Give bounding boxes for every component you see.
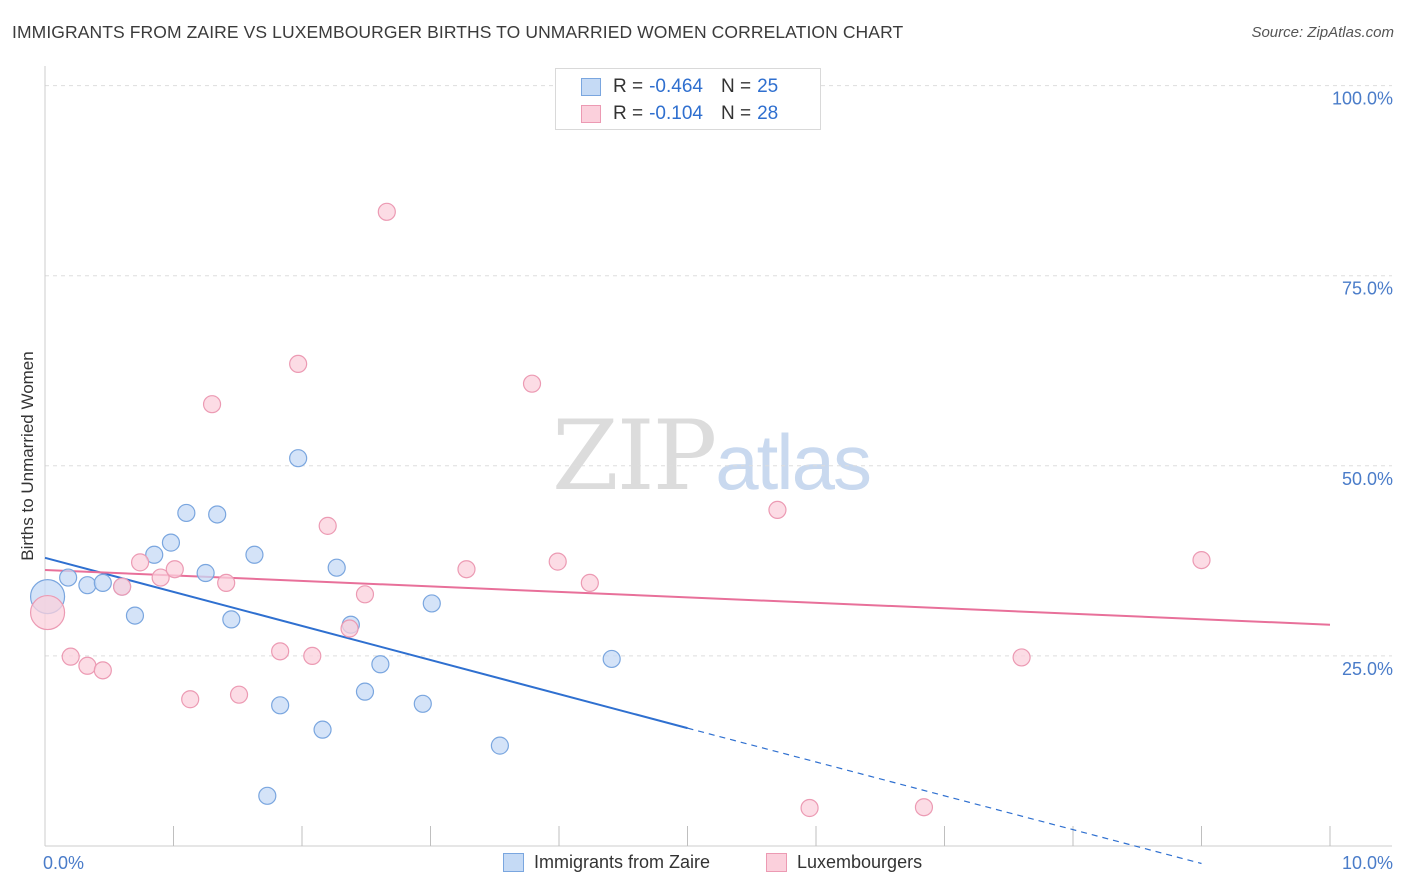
point-zaire bbox=[422, 594, 441, 613]
point-luxembourgers bbox=[768, 500, 787, 520]
data-points bbox=[29, 202, 1211, 818]
point-zaire bbox=[490, 736, 509, 755]
point-luxembourgers bbox=[181, 690, 200, 709]
watermark: ZIPatlas bbox=[552, 400, 872, 512]
legend-r-value: -0.104 bbox=[649, 103, 703, 124]
point-zaire bbox=[78, 576, 97, 595]
point-luxembourgers bbox=[355, 585, 375, 604]
point-luxembourgers bbox=[548, 552, 567, 571]
legend-n-value: 25 bbox=[757, 76, 779, 97]
point-zaire bbox=[245, 545, 264, 564]
point-zaire bbox=[602, 649, 621, 669]
legend-r-label: R = bbox=[613, 76, 644, 97]
legend-label-zaire: Immigrants from Zaire bbox=[534, 852, 711, 872]
point-luxembourgers bbox=[522, 374, 542, 393]
legend-swatch-zaire bbox=[581, 78, 601, 96]
point-zaire bbox=[208, 505, 227, 524]
series-legend: Immigrants from Zaire Luxembourgers bbox=[0, 852, 1406, 878]
y-tick-label: 50.0% bbox=[1342, 469, 1393, 489]
point-luxembourgers bbox=[130, 553, 150, 572]
point-zaire bbox=[371, 655, 390, 674]
legend-item-zaire: Immigrants from Zaire bbox=[503, 852, 710, 873]
trend-line-zaire-extrapolated bbox=[687, 727, 1202, 865]
point-luxembourgers bbox=[112, 577, 132, 596]
gridlines bbox=[45, 85, 1392, 657]
point-zaire bbox=[271, 696, 290, 715]
legend-item-luxembourgers: Luxembourgers bbox=[766, 852, 922, 873]
legend-n-label: N = bbox=[720, 76, 752, 97]
point-luxembourgers bbox=[303, 646, 322, 666]
point-luxembourgers bbox=[457, 560, 476, 579]
point-luxembourgers bbox=[93, 661, 112, 680]
legend-n-label: N = bbox=[720, 103, 752, 124]
point-luxembourgers bbox=[202, 395, 222, 414]
point-luxembourgers bbox=[61, 647, 80, 666]
axes bbox=[44, 66, 1392, 847]
point-luxembourgers bbox=[217, 573, 236, 593]
point-luxembourgers bbox=[29, 594, 66, 631]
point-luxembourgers bbox=[914, 798, 934, 817]
watermark-zip: ZIP bbox=[552, 400, 717, 512]
point-zaire bbox=[59, 568, 78, 587]
legend-swatch-zaire bbox=[503, 853, 524, 872]
point-luxembourgers bbox=[340, 619, 359, 638]
point-luxembourgers bbox=[800, 798, 819, 818]
point-zaire bbox=[258, 786, 277, 805]
point-luxembourgers bbox=[377, 202, 396, 221]
point-zaire bbox=[313, 720, 332, 739]
correlation-legend: R = -0.464 N = 25 R = -0.104 N = 28 bbox=[555, 68, 821, 130]
point-luxembourgers bbox=[229, 685, 249, 704]
y-axis-title: Births to Unmarried Women bbox=[18, 351, 37, 560]
y-tick-label: 75.0% bbox=[1342, 279, 1393, 299]
point-luxembourgers bbox=[318, 516, 337, 535]
point-zaire bbox=[93, 573, 112, 593]
y-tick-label: 100.0% bbox=[1332, 89, 1393, 109]
point-luxembourgers bbox=[271, 642, 290, 661]
point-zaire bbox=[355, 682, 375, 701]
point-luxembourgers bbox=[151, 568, 170, 587]
trend-lines bbox=[44, 556, 1331, 865]
point-luxembourgers bbox=[580, 573, 599, 593]
tick-labels: 25.0% 50.0% 75.0% 100.0% 0.0% 10.0% bbox=[43, 89, 1393, 873]
legend-label-luxembourgers: Luxembourgers bbox=[797, 852, 923, 872]
point-zaire bbox=[177, 503, 196, 523]
x-tick-label-max: 10.0% bbox=[1342, 853, 1393, 873]
legend-r-label: R = bbox=[613, 103, 644, 124]
source-credit: Source: ZipAtlas.com bbox=[1251, 24, 1394, 41]
watermark-atlas: atlas bbox=[715, 418, 872, 506]
point-zaire bbox=[222, 610, 241, 629]
point-zaire bbox=[327, 558, 346, 577]
trend-line-zaire bbox=[44, 556, 688, 730]
legend-swatch-luxembourgers bbox=[581, 105, 601, 123]
point-zaire bbox=[161, 533, 181, 552]
point-zaire bbox=[289, 449, 308, 468]
point-luxembourgers bbox=[289, 354, 308, 374]
legend-n-value: 28 bbox=[757, 103, 779, 124]
x-tick-label-min: 0.0% bbox=[43, 853, 84, 873]
trend-line-luxembourgers bbox=[44, 568, 1331, 626]
legend-row-zaire: R = -0.464 N = 25 bbox=[581, 75, 778, 99]
point-luxembourgers bbox=[165, 560, 184, 579]
point-luxembourgers bbox=[1012, 648, 1031, 667]
point-zaire bbox=[125, 606, 145, 625]
point-zaire bbox=[196, 563, 215, 583]
y-tick-label: 25.0% bbox=[1342, 659, 1393, 679]
chart-title: IMMIGRANTS FROM ZAIRE VS LUXEMBOURGER BI… bbox=[12, 22, 904, 42]
point-zaire bbox=[145, 545, 164, 564]
point-luxembourgers bbox=[1192, 550, 1211, 570]
point-luxembourgers bbox=[78, 656, 97, 675]
legend-r-value: -0.464 bbox=[649, 76, 703, 97]
legend-swatch-luxembourgers bbox=[766, 853, 787, 872]
legend-row-luxembourgers: R = -0.104 N = 28 bbox=[581, 102, 778, 126]
point-zaire bbox=[413, 694, 432, 713]
